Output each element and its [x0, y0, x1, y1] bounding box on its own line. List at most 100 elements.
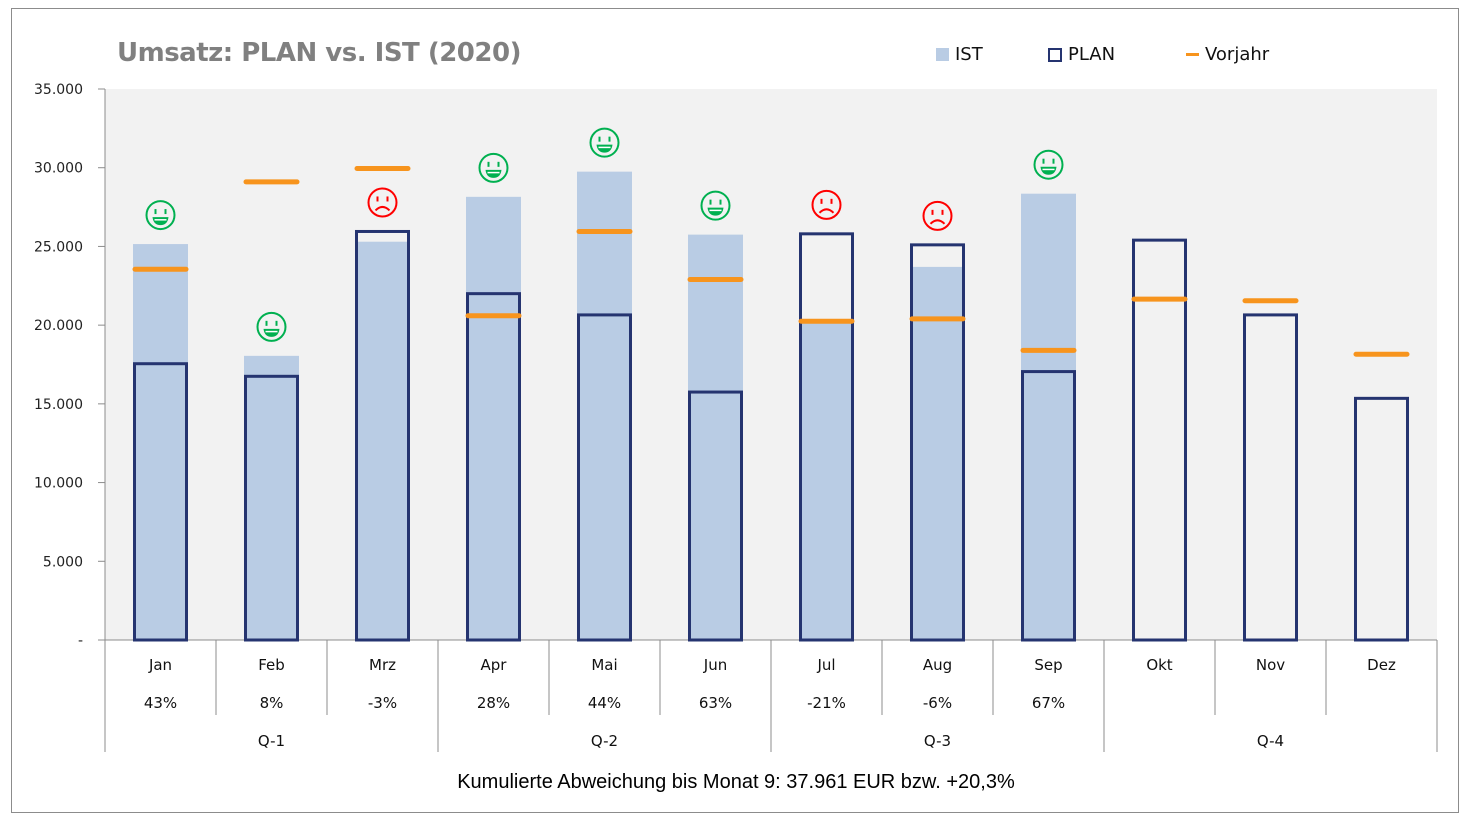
- x-tick-label: Aug: [923, 656, 952, 674]
- legend-swatch-ist: [936, 48, 949, 61]
- smiley-sad-icon: [811, 189, 842, 220]
- legend-label-ist: IST: [955, 44, 983, 65]
- smiley-sad-icon: [922, 200, 953, 231]
- status-icons: [145, 127, 1064, 342]
- smiley-face: [1033, 149, 1064, 180]
- x-tick-label: Sep: [1034, 656, 1062, 674]
- smiley-sad-icon: [367, 187, 398, 218]
- y-tick-label: 15.000: [34, 397, 83, 413]
- smiley-face: [256, 311, 287, 342]
- quarter-label: Q-2: [591, 732, 618, 750]
- smiley-eye: [376, 196, 379, 202]
- smiley-face: [922, 200, 953, 231]
- ist-bar: [910, 266, 965, 640]
- quarter-label: Q-4: [1257, 732, 1284, 750]
- smiley-teeth: [598, 146, 611, 149]
- y-tick-label: 30.000: [34, 161, 83, 177]
- smiley-teeth: [1042, 168, 1055, 171]
- smiley-eye: [830, 198, 833, 204]
- legend-item-plan: PLAN: [1048, 44, 1115, 65]
- smiley-face: [478, 152, 509, 183]
- y-tick-label: 10.000: [34, 476, 83, 492]
- y-axis: - 5.000 10.000 15.000 20.000 25.000 30.000 35.0…: [34, 82, 106, 649]
- plan-bar: [910, 243, 965, 642]
- smiley-eye: [265, 320, 268, 326]
- x-tick-label: Jan: [148, 656, 172, 674]
- smiley-teeth: [265, 330, 278, 333]
- smiley-teeth: [154, 219, 167, 221]
- smiley-eye: [154, 209, 157, 215]
- category-table: Jan 43% Feb 8% Mrz -3% Apr 28% Mai 44% Jun 63% Jul -2…: [104, 639, 1438, 752]
- x-tick-label: Mai: [591, 656, 617, 674]
- smiley-eye: [931, 209, 934, 215]
- smiley-mouth: [929, 219, 946, 225]
- smiley-happy-icon: [478, 152, 509, 183]
- smiley-happy-icon: [256, 311, 287, 342]
- x-tick-label: Apr: [481, 656, 508, 674]
- quarter-label: Q-3: [924, 732, 951, 750]
- x-tick-label: Okt: [1146, 656, 1172, 674]
- ist-bar: [688, 234, 743, 640]
- plan-bar: [688, 390, 743, 642]
- smiley-eye: [386, 196, 389, 202]
- smiley-eye: [164, 209, 167, 215]
- x-tick-label: Jun: [703, 656, 727, 674]
- smiley-eye: [487, 161, 490, 167]
- smiley-face: [367, 187, 398, 218]
- smiley-eye: [1042, 158, 1045, 164]
- legend-item-vorjahr: Vorjahr: [1186, 44, 1269, 65]
- y-tick-label: 5.000: [43, 554, 83, 570]
- ist-bar: [244, 355, 299, 640]
- smiley-eye: [275, 320, 278, 326]
- smiley-teeth: [487, 171, 500, 174]
- smiley-face: [811, 189, 842, 220]
- legend-item-ist: IST: [936, 44, 983, 65]
- ist-bar: [1021, 193, 1076, 640]
- plot-area: [105, 89, 1437, 640]
- plan-bar: [1132, 238, 1187, 642]
- plan-bar: [577, 313, 632, 642]
- smiley-happy-icon: [589, 127, 620, 158]
- deviation-label: 67%: [1032, 694, 1065, 712]
- plan-bar: [355, 229, 410, 642]
- cumulative-deviation-note: Kumulierte Abweichung bis Monat 9: 37.96…: [457, 771, 1015, 793]
- quarter-label: Q-1: [258, 732, 285, 750]
- smiley-teeth: [709, 209, 722, 212]
- deviation-label: 28%: [477, 694, 510, 712]
- smiley-happy-icon: [700, 190, 731, 221]
- plan-bar: [799, 232, 854, 642]
- x-tick-label: Mrz: [369, 656, 396, 674]
- y-tick-label: 25.000: [34, 239, 83, 255]
- smiley-happy-icon: [1033, 149, 1064, 180]
- vorjahr-series: [132, 166, 1410, 357]
- plan-bar: [133, 362, 188, 642]
- deviation-label: 63%: [699, 694, 732, 712]
- plan-bar: [1021, 370, 1076, 642]
- legend-swatch-plan: [1048, 47, 1062, 62]
- y-tick-label: 35.000: [34, 82, 83, 98]
- ist-bar: [355, 241, 410, 640]
- legend-label-vorjahr: Vorjahr: [1205, 44, 1270, 65]
- deviation-label: -21%: [807, 694, 846, 712]
- smiley-eye: [709, 199, 712, 205]
- smiley-face: [589, 127, 620, 158]
- smiley-eye: [598, 136, 601, 142]
- smiley-happy-icon: [145, 200, 176, 231]
- smiley-eye: [1052, 158, 1055, 164]
- deviation-label: 44%: [588, 694, 621, 712]
- ist-bar: [466, 196, 521, 641]
- smiley-face: [145, 200, 176, 231]
- plan-bar: [1243, 313, 1298, 642]
- x-tick-label: Dez: [1367, 656, 1396, 674]
- plan-bar: [244, 374, 299, 642]
- deviation-label: -6%: [923, 694, 952, 712]
- x-tick-label: Nov: [1256, 656, 1285, 674]
- plan-series: [133, 229, 1409, 642]
- chart-title: Umsatz: PLAN vs. IST (2020): [117, 38, 521, 68]
- ist-series: [133, 171, 1076, 641]
- smiley-mouth: [374, 205, 391, 212]
- deviation-label: 8%: [260, 694, 284, 712]
- x-tick-label: Jul: [816, 656, 835, 674]
- legend-swatch-vorjahr: [1186, 53, 1199, 56]
